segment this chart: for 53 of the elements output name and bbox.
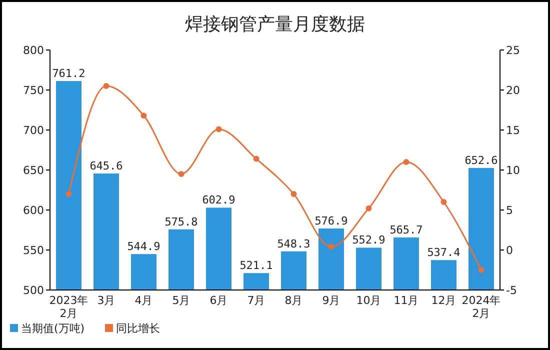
point <box>328 244 334 250</box>
point <box>478 267 484 273</box>
y2-tick-label: 10 <box>506 164 520 177</box>
x-tick-label: 11月 <box>394 294 419 307</box>
y-tick-label: 800 <box>23 44 44 57</box>
y2-tick-label: 15 <box>506 124 520 137</box>
point <box>440 199 447 205</box>
x-tick-label: 8月 <box>284 294 303 307</box>
data-label: 537.4 <box>427 246 461 260</box>
point <box>366 205 372 212</box>
y-tick-label: 500 <box>23 284 44 297</box>
y-tick-label: 700 <box>23 124 44 137</box>
data-label: 565.7 <box>390 223 423 236</box>
point <box>140 112 147 119</box>
legend-label: 当期值(万吨) <box>21 322 85 335</box>
data-label: 544.9 <box>127 240 160 254</box>
data-label: 645.6 <box>90 160 123 173</box>
x-tick-label: 5月 <box>172 294 190 307</box>
data-label: 521.1 <box>240 259 273 272</box>
x-tick-label: 2023年 2月 <box>49 294 88 320</box>
x-tick-label: 12月 <box>431 294 456 307</box>
x-tick-label: 9月 <box>322 294 340 307</box>
data-label: 552.9 <box>352 234 386 247</box>
data-label: 761.2 <box>52 67 86 80</box>
y2-tick-label: 25 <box>506 44 520 57</box>
y-tick-label: 650 <box>23 164 44 177</box>
chart-title: 焊接钢管产量月度数据 <box>185 14 365 35</box>
y2-tick-label: 0 <box>506 244 513 257</box>
point <box>216 126 222 132</box>
y2-tick-label: 20 <box>506 84 520 97</box>
data-label: 602.9 <box>202 194 236 207</box>
data-label: 576.9 <box>314 214 348 228</box>
point <box>66 191 72 197</box>
point <box>403 159 410 165</box>
y-tick-label: 750 <box>23 84 44 97</box>
x-tick-label: 7月 <box>247 294 266 307</box>
y2-tick-label: 5 <box>506 204 513 217</box>
data-label: 652.6 <box>464 154 498 167</box>
point <box>253 156 260 162</box>
legend-label: 同比增长 <box>116 322 160 335</box>
x-tick-label: 10月 <box>356 294 382 307</box>
y2-tick-label: -5 <box>506 284 517 297</box>
x-tick-label: 3月 <box>97 294 116 307</box>
y-tick-label: 550 <box>23 244 44 257</box>
point <box>103 83 110 89</box>
point <box>178 171 184 177</box>
data-label: 548.3 <box>277 237 310 250</box>
x-tick-label: 4月 <box>134 294 153 307</box>
point <box>290 191 297 197</box>
x-tick-label: 2024年 2月 <box>462 294 501 320</box>
x-tick-label: 6月 <box>210 294 228 307</box>
data-label: 575.8 <box>164 215 198 228</box>
y-tick-label: 600 <box>23 204 44 217</box>
